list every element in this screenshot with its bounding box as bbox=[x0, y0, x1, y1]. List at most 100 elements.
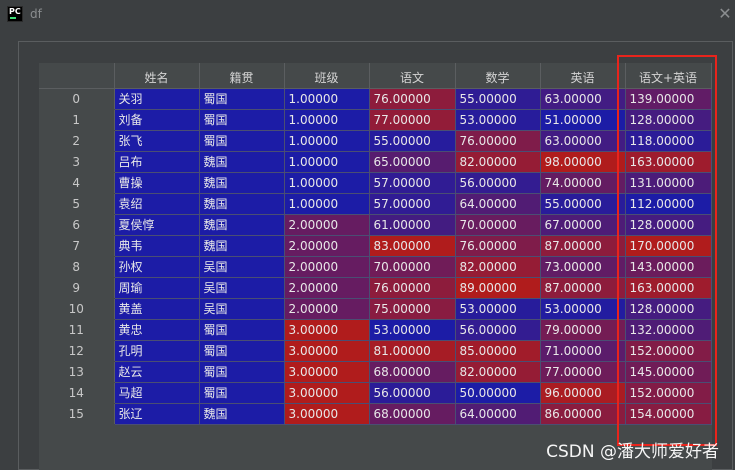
table-cell[interactable]: 55.00000 bbox=[369, 130, 456, 152]
table-cell[interactable]: 2.00000 bbox=[284, 214, 370, 236]
column-header[interactable]: 数学 bbox=[455, 63, 541, 89]
table-cell[interactable]: 83.00000 bbox=[369, 235, 456, 257]
table-cell[interactable]: 53.00000 bbox=[455, 109, 541, 131]
table-cell[interactable]: 2.00000 bbox=[284, 256, 370, 278]
table-cell[interactable]: 53.00000 bbox=[369, 319, 456, 341]
table-row[interactable]: 4 曹操 魏国 1.00000 57.00000 56.00000 74.00000 131.… bbox=[39, 172, 712, 194]
table-cell[interactable]: 刘备 bbox=[114, 109, 200, 131]
column-header[interactable]: 姓名 bbox=[114, 63, 200, 89]
table-cell[interactable]: 蜀国 bbox=[199, 109, 285, 131]
table-row[interactable]: 8 孙权 吴国 2.00000 70.00000 82.00000 73.00000 143.… bbox=[39, 256, 712, 278]
table-cell[interactable]: 赵云 bbox=[114, 361, 200, 383]
table-cell[interactable]: 65.00000 bbox=[369, 151, 456, 173]
table-cell[interactable]: 56.00000 bbox=[455, 319, 541, 341]
table-row[interactable]: 7 典韦 魏国 2.00000 83.00000 76.00000 87.00000 170.… bbox=[39, 235, 712, 257]
table-cell[interactable]: 152.00000 bbox=[625, 382, 712, 404]
table-cell[interactable]: 1.00000 bbox=[284, 172, 370, 194]
column-header[interactable]: 班级 bbox=[284, 63, 370, 89]
table-cell[interactable]: 87.00000 bbox=[540, 235, 626, 257]
table-cell[interactable]: 75.00000 bbox=[369, 298, 456, 320]
table-cell[interactable]: 85.00000 bbox=[455, 340, 541, 362]
table-cell[interactable]: 64.00000 bbox=[455, 193, 541, 215]
table-cell[interactable]: 61.00000 bbox=[369, 214, 456, 236]
table-row[interactable]: 5 袁绍 魏国 1.00000 57.00000 64.00000 55.00000 112.… bbox=[39, 193, 712, 215]
table-cell[interactable]: 3.00000 bbox=[284, 361, 370, 383]
table-cell[interactable]: 145.00000 bbox=[625, 361, 712, 383]
table-cell[interactable]: 3.00000 bbox=[284, 340, 370, 362]
table-cell[interactable]: 黄盖 bbox=[114, 298, 200, 320]
table-cell[interactable]: 82.00000 bbox=[455, 151, 541, 173]
table-cell[interactable]: 81.00000 bbox=[369, 340, 456, 362]
table-cell[interactable]: 98.00000 bbox=[540, 151, 626, 173]
table-cell[interactable]: 1.00000 bbox=[284, 151, 370, 173]
table-row[interactable]: 13 赵云 蜀国 3.00000 68.00000 82.00000 77.00000 145… bbox=[39, 361, 712, 383]
table-cell[interactable]: 张辽 bbox=[114, 403, 200, 425]
table-cell[interactable]: 77.00000 bbox=[369, 109, 456, 131]
table-cell[interactable]: 袁绍 bbox=[114, 193, 200, 215]
table-cell[interactable]: 87.00000 bbox=[540, 277, 626, 299]
table-cell[interactable]: 2.00000 bbox=[284, 298, 370, 320]
table-cell[interactable]: 吕布 bbox=[114, 151, 200, 173]
table-cell[interactable]: 77.00000 bbox=[540, 361, 626, 383]
table-cell[interactable]: 163.00000 bbox=[625, 151, 712, 173]
table-cell[interactable]: 76.00000 bbox=[455, 130, 541, 152]
close-icon[interactable]: ✕ bbox=[718, 4, 732, 23]
table-cell[interactable]: 68.00000 bbox=[369, 403, 456, 425]
table-cell[interactable]: 51.00000 bbox=[540, 109, 626, 131]
table-row[interactable]: 1 刘备 蜀国 1.00000 77.00000 53.00000 51.00000 128.… bbox=[39, 109, 712, 131]
table-cell[interactable]: 56.00000 bbox=[455, 172, 541, 194]
table-cell[interactable]: 蜀国 bbox=[199, 319, 285, 341]
table-cell[interactable]: 56.00000 bbox=[369, 382, 456, 404]
table-cell[interactable]: 82.00000 bbox=[455, 361, 541, 383]
column-header[interactable]: 语文+英语 bbox=[625, 63, 712, 89]
table-cell[interactable]: 3.00000 bbox=[284, 319, 370, 341]
table-cell[interactable]: 1.00000 bbox=[284, 193, 370, 215]
table-cell[interactable]: 夏侯惇 bbox=[114, 214, 200, 236]
table-cell[interactable]: 吴国 bbox=[199, 277, 285, 299]
table-cell[interactable]: 3.00000 bbox=[284, 403, 370, 425]
table-cell[interactable]: 63.00000 bbox=[540, 130, 626, 152]
table-cell[interactable]: 孙权 bbox=[114, 256, 200, 278]
table-cell[interactable]: 96.00000 bbox=[540, 382, 626, 404]
table-cell[interactable]: 163.00000 bbox=[625, 277, 712, 299]
table-cell[interactable]: 张飞 bbox=[114, 130, 200, 152]
table-cell[interactable]: 128.00000 bbox=[625, 298, 712, 320]
table-row[interactable]: 10 黄盖 吴国 2.00000 75.00000 53.00000 53.00000 128… bbox=[39, 298, 712, 320]
table-cell[interactable]: 马超 bbox=[114, 382, 200, 404]
table-cell[interactable]: 蜀国 bbox=[199, 88, 285, 110]
table-cell[interactable]: 82.00000 bbox=[455, 256, 541, 278]
table-cell[interactable]: 131.00000 bbox=[625, 172, 712, 194]
table-cell[interactable]: 蜀国 bbox=[199, 340, 285, 362]
column-header[interactable]: 语文 bbox=[369, 63, 456, 89]
table-cell[interactable]: 76.00000 bbox=[369, 88, 456, 110]
table-cell[interactable]: 50.00000 bbox=[455, 382, 541, 404]
table-cell[interactable]: 79.00000 bbox=[540, 319, 626, 341]
table-cell[interactable]: 57.00000 bbox=[369, 172, 456, 194]
table-cell[interactable]: 112.00000 bbox=[625, 193, 712, 215]
table-cell[interactable]: 曹操 bbox=[114, 172, 200, 194]
table-cell[interactable]: 典韦 bbox=[114, 235, 200, 257]
table-cell[interactable]: 魏国 bbox=[199, 235, 285, 257]
table-row[interactable]: 11 黄忠 蜀国 3.00000 53.00000 56.00000 79.00000 132… bbox=[39, 319, 712, 341]
table-cell[interactable]: 64.00000 bbox=[455, 403, 541, 425]
table-cell[interactable]: 魏国 bbox=[199, 193, 285, 215]
table-cell[interactable]: 2.00000 bbox=[284, 235, 370, 257]
index-column-header[interactable] bbox=[39, 63, 115, 89]
table-cell[interactable]: 57.00000 bbox=[369, 193, 456, 215]
table-row[interactable]: 14 马超 蜀国 3.00000 56.00000 50.00000 96.00000 152… bbox=[39, 382, 712, 404]
table-row[interactable]: 12 孔明 蜀国 3.00000 81.00000 85.00000 71.00000 152… bbox=[39, 340, 712, 362]
table-cell[interactable]: 70.00000 bbox=[369, 256, 456, 278]
table-cell[interactable]: 63.00000 bbox=[540, 88, 626, 110]
table-cell[interactable]: 86.00000 bbox=[540, 403, 626, 425]
table-cell[interactable]: 1.00000 bbox=[284, 130, 370, 152]
table-cell[interactable]: 76.00000 bbox=[369, 277, 456, 299]
table-cell[interactable]: 蜀国 bbox=[199, 382, 285, 404]
table-cell[interactable]: 53.00000 bbox=[540, 298, 626, 320]
table-cell[interactable]: 139.00000 bbox=[625, 88, 712, 110]
table-cell[interactable]: 吴国 bbox=[199, 256, 285, 278]
table-cell[interactable]: 152.00000 bbox=[625, 340, 712, 362]
table-cell[interactable]: 132.00000 bbox=[625, 319, 712, 341]
table-cell[interactable]: 魏国 bbox=[199, 403, 285, 425]
table-cell[interactable]: 吴国 bbox=[199, 298, 285, 320]
table-row[interactable]: 3 吕布 魏国 1.00000 65.00000 82.00000 98.00000 163.… bbox=[39, 151, 712, 173]
